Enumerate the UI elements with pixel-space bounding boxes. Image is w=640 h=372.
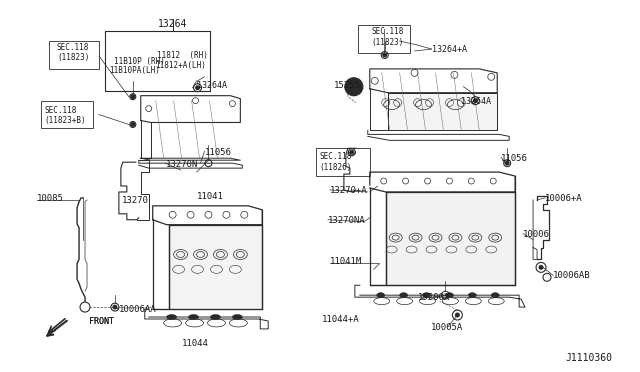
Circle shape bbox=[131, 94, 135, 99]
Ellipse shape bbox=[189, 315, 198, 320]
Text: 11812  (RH): 11812 (RH) bbox=[157, 51, 207, 60]
Text: 13270N: 13270N bbox=[166, 160, 198, 169]
Text: SEC.118
(11823): SEC.118 (11823) bbox=[371, 27, 404, 46]
Text: 11044: 11044 bbox=[182, 339, 209, 348]
Text: 10006AA: 10006AA bbox=[119, 305, 157, 314]
Text: 11056: 11056 bbox=[501, 154, 528, 163]
Ellipse shape bbox=[445, 293, 453, 298]
Text: J1110360: J1110360 bbox=[566, 353, 612, 363]
Ellipse shape bbox=[399, 293, 408, 298]
Text: 11041: 11041 bbox=[196, 192, 223, 201]
Text: 13270NA: 13270NA bbox=[328, 216, 365, 225]
Circle shape bbox=[131, 122, 135, 127]
Circle shape bbox=[538, 265, 543, 270]
Bar bbox=[105, 31, 211, 91]
Text: SEC.118
(11826): SEC.118 (11826) bbox=[320, 152, 352, 171]
Text: 11B10P (RH): 11B10P (RH) bbox=[114, 57, 164, 66]
Circle shape bbox=[473, 98, 478, 103]
Ellipse shape bbox=[211, 315, 220, 320]
Circle shape bbox=[455, 312, 460, 318]
Text: 10006AB: 10006AB bbox=[553, 271, 591, 280]
Text: 10006: 10006 bbox=[523, 230, 550, 239]
Text: 13264A: 13264A bbox=[461, 97, 492, 106]
Text: 11041M: 11041M bbox=[330, 257, 362, 266]
Text: 11056: 11056 bbox=[205, 148, 232, 157]
Circle shape bbox=[382, 52, 387, 57]
Circle shape bbox=[113, 305, 117, 310]
Text: 13264A: 13264A bbox=[196, 81, 227, 90]
Polygon shape bbox=[388, 93, 497, 131]
Text: 13264+A: 13264+A bbox=[431, 45, 467, 54]
Ellipse shape bbox=[232, 315, 243, 320]
Text: 15200X: 15200X bbox=[417, 293, 450, 302]
Ellipse shape bbox=[492, 293, 499, 298]
Circle shape bbox=[505, 161, 509, 166]
Text: 15255: 15255 bbox=[334, 81, 361, 90]
Polygon shape bbox=[169, 225, 262, 309]
Circle shape bbox=[345, 78, 363, 96]
Text: 13270+A: 13270+A bbox=[330, 186, 367, 195]
Ellipse shape bbox=[166, 315, 177, 320]
Text: 10006+A: 10006+A bbox=[545, 194, 582, 203]
Text: FRONT: FRONT bbox=[89, 317, 114, 326]
Text: FRONT: FRONT bbox=[89, 317, 114, 326]
Text: 10085: 10085 bbox=[37, 194, 64, 203]
Bar bbox=[316, 148, 370, 176]
Text: SEC.118
(11823): SEC.118 (11823) bbox=[57, 43, 89, 62]
Ellipse shape bbox=[377, 293, 385, 298]
Circle shape bbox=[195, 85, 200, 90]
Text: 11044+A: 11044+A bbox=[322, 315, 360, 324]
Bar bbox=[358, 25, 410, 53]
Bar bbox=[41, 101, 93, 128]
Text: 13264: 13264 bbox=[158, 19, 188, 29]
Ellipse shape bbox=[468, 293, 476, 298]
Bar bbox=[49, 41, 99, 69]
Polygon shape bbox=[386, 192, 515, 285]
Text: 13270: 13270 bbox=[122, 196, 148, 205]
Text: SEC.118
(11823+B): SEC.118 (11823+B) bbox=[44, 106, 86, 125]
Text: 11B10PA(LH): 11B10PA(LH) bbox=[109, 66, 160, 75]
Circle shape bbox=[349, 150, 355, 155]
Text: 10005A: 10005A bbox=[431, 323, 463, 332]
Text: 11812+A(LH): 11812+A(LH) bbox=[155, 61, 205, 70]
Ellipse shape bbox=[422, 293, 431, 298]
Circle shape bbox=[351, 84, 356, 89]
